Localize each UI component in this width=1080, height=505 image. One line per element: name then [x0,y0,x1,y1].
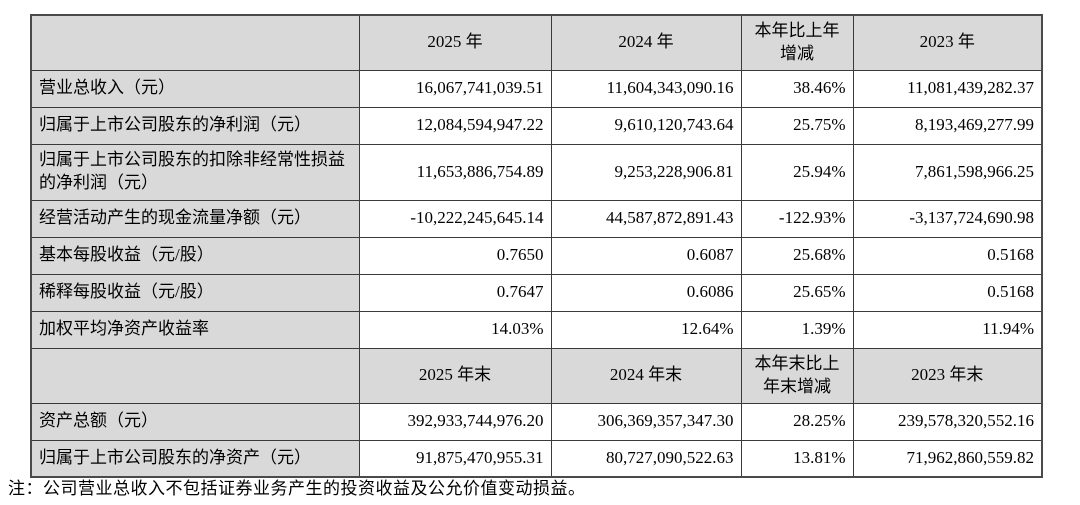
value-cell: 0.5168 [852,236,1043,275]
value-cell: -3,137,724,690.98 [852,199,1043,238]
table-row-net-profit-excl-nonrecurring: 归属于上市公司股东的扣除非经常性损益的净利润（元） 11,653,886,754… [30,143,1043,201]
column-header-2025-end: 2025 年末 [358,347,552,404]
table-row-total-assets: 资产总额（元） 392,933,744,976.20 306,369,357,3… [30,402,1043,441]
period-header-row: 2025 年 2024 年 本年比上年增减 2023 年 [30,14,1043,71]
value-cell: 25.75% [740,106,854,145]
value-cell: 16,067,741,039.51 [358,69,552,108]
table-row-diluted-eps: 稀释每股收益（元/股） 0.7647 0.6086 25.65% 0.5168 [30,273,1043,312]
metric-label: 经营活动产生的现金流量净额（元） [30,199,360,238]
column-header-2023: 2023 年 [852,14,1043,71]
column-header-2024: 2024 年 [550,14,742,71]
value-cell: 0.5168 [852,273,1043,312]
value-cell: 11,604,343,090.16 [550,69,742,108]
metric-label: 基本每股收益（元/股） [30,236,360,275]
value-cell: 71,962,860,559.82 [852,439,1043,478]
value-cell: 44,587,872,891.43 [550,199,742,238]
table-row-weighted-avg-roe: 加权平均净资产收益率 14.03% 12.64% 1.39% 11.94% [30,310,1043,349]
value-cell: 91,875,470,955.31 [358,439,552,478]
column-header-2024-end: 2024 年末 [550,347,742,404]
corner-cell [30,347,360,404]
column-header-2023-end: 2023 年末 [852,347,1043,404]
metric-label: 营业总收入（元） [30,69,360,108]
value-cell: 9,610,120,743.64 [550,106,742,145]
value-cell: 0.6087 [550,236,742,275]
period-end-header-row: 2025 年末 2024 年末 本年末比上年末增减 2023 年末 [30,347,1043,404]
corner-cell [30,14,360,71]
table-row-operating-cash-flow: 经营活动产生的现金流量净额（元） -10,222,245,645.14 44,5… [30,199,1043,238]
value-cell: 392,933,744,976.20 [358,402,552,441]
financial-summary-table: 2025 年 2024 年 本年比上年增减 2023 年 营业总收入（元） 16… [30,14,1043,478]
table-row-total-revenue: 营业总收入（元） 16,067,741,039.51 11,604,343,09… [30,69,1043,108]
metric-label: 归属于上市公司股东的净资产（元） [30,439,360,478]
value-cell: 8,193,469,277.99 [852,106,1043,145]
value-cell: 25.65% [740,273,854,312]
value-cell: -10,222,245,645.14 [358,199,552,238]
value-cell: 28.25% [740,402,854,441]
value-cell: 11,081,439,282.37 [852,69,1043,108]
value-cell: 239,578,320,552.16 [852,402,1043,441]
metric-label: 加权平均净资产收益率 [30,310,360,349]
value-cell: 12.64% [550,310,742,349]
value-cell: 0.7650 [358,236,552,275]
value-cell: 38.46% [740,69,854,108]
value-cell: 14.03% [358,310,552,349]
value-cell: 13.81% [740,439,854,478]
value-cell: 25.68% [740,236,854,275]
value-cell: -122.93% [740,199,854,238]
value-cell: 1.39% [740,310,854,349]
metric-label: 稀释每股收益（元/股） [30,273,360,312]
table-row-net-assets: 归属于上市公司股东的净资产（元） 91,875,470,955.31 80,72… [30,439,1043,478]
table-row-net-profit: 归属于上市公司股东的净利润（元） 12,084,594,947.22 9,610… [30,106,1043,145]
value-cell: 0.7647 [358,273,552,312]
value-cell: 306,369,357,347.30 [550,402,742,441]
value-cell: 11,653,886,754.89 [358,143,552,201]
value-cell: 12,084,594,947.22 [358,106,552,145]
value-cell: 25.94% [740,143,854,201]
column-header-change: 本年比上年增减 [740,14,854,71]
footnote: 注：公司营业总收入不包括证券业务产生的投资收益及公允价值变动损益。 [8,479,586,498]
value-cell: 11.94% [852,310,1043,349]
financial-summary-table-container: 2025 年 2024 年 本年比上年增减 2023 年 营业总收入（元） 16… [30,14,1043,478]
column-header-2025: 2025 年 [358,14,552,71]
value-cell: 7,861,598,966.25 [852,143,1043,201]
column-header-end-change: 本年末比上年末增减 [740,347,854,404]
value-cell: 9,253,228,906.81 [550,143,742,201]
metric-label: 归属于上市公司股东的净利润（元） [30,106,360,145]
value-cell: 80,727,090,522.63 [550,439,742,478]
metric-label: 归属于上市公司股东的扣除非经常性损益的净利润（元） [30,143,360,201]
value-cell: 0.6086 [550,273,742,312]
metric-label: 资产总额（元） [30,402,360,441]
table-row-basic-eps: 基本每股收益（元/股） 0.7650 0.6087 25.68% 0.5168 [30,236,1043,275]
